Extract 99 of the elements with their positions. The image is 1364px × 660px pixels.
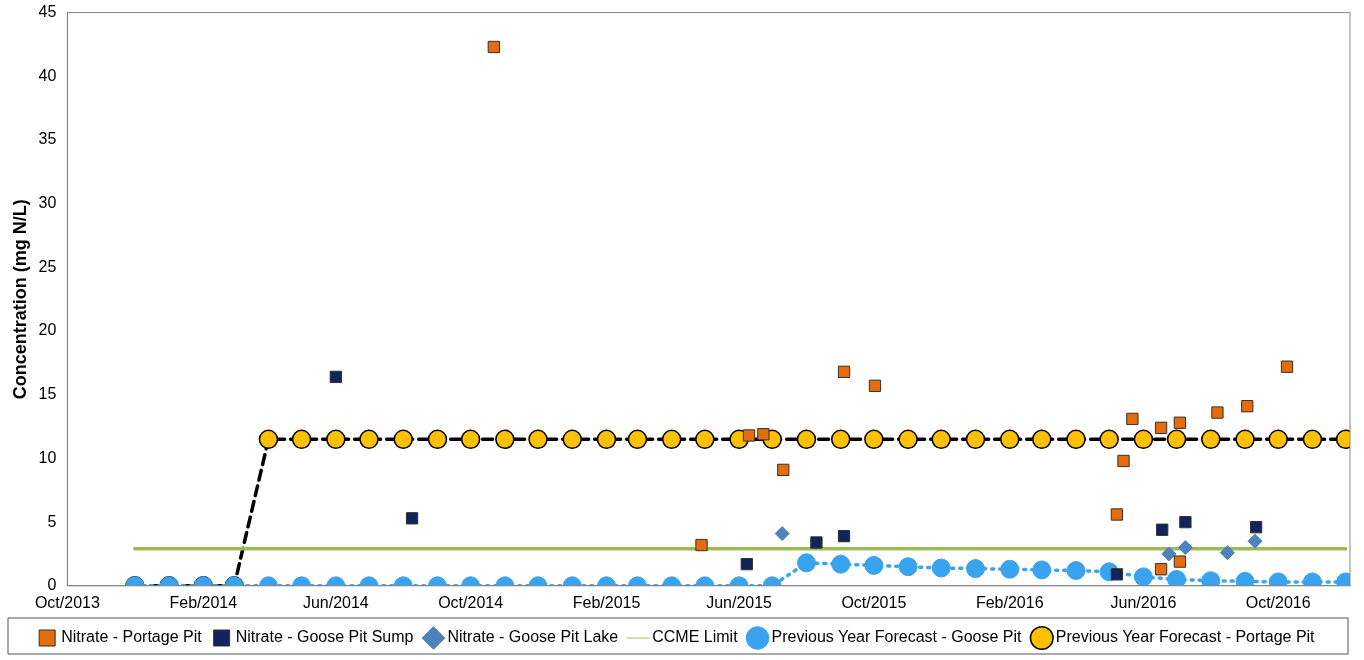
point: [757, 428, 770, 441]
point: [864, 555, 884, 575]
point: [393, 429, 413, 450]
y-tick-label: 25: [38, 257, 57, 275]
point: [1154, 421, 1168, 435]
point: [740, 557, 753, 571]
point: [965, 559, 985, 579]
point: [661, 429, 682, 450]
point: [931, 429, 951, 450]
point: [1161, 546, 1177, 562]
point: [460, 429, 481, 450]
point: [810, 536, 823, 549]
x-tick-label: Feb/2015: [572, 593, 641, 611]
point: [1280, 360, 1294, 373]
point: [1099, 429, 1119, 450]
point: [695, 538, 708, 552]
point: [774, 526, 790, 542]
point: [898, 557, 918, 577]
point: [742, 429, 756, 442]
x-tick-label: Feb/2016: [975, 593, 1044, 611]
point: [1302, 429, 1323, 450]
y-tick-label: 35: [38, 130, 57, 148]
point: [291, 429, 312, 450]
legend-label: Previous Year Forecast - Goose Pit: [771, 628, 1023, 646]
point: [596, 429, 617, 450]
x-tick-label: Feb/2014: [169, 593, 238, 611]
legend-label: Nitrate - Goose Pit Sump: [235, 628, 414, 646]
point: [931, 558, 951, 578]
x-tick-label: Oct/2013: [34, 593, 100, 611]
point: [864, 429, 884, 450]
point: [999, 429, 1020, 450]
y-tick-label: 0: [47, 576, 57, 594]
point: [830, 429, 851, 450]
point: [868, 379, 882, 392]
legend-label: Nitrate - Portage Pit: [61, 628, 203, 646]
point: [1110, 568, 1124, 581]
point: [1117, 454, 1130, 468]
point: [695, 429, 715, 450]
point: [1173, 555, 1187, 568]
x-tick-label: Jun/2014: [302, 593, 369, 611]
y-tick-label: 10: [38, 448, 57, 466]
point: [405, 512, 419, 525]
point: [796, 429, 817, 450]
point: [495, 429, 515, 450]
point: [1066, 429, 1086, 450]
y-tick-label: 45: [38, 3, 57, 21]
point: [359, 429, 379, 450]
y-tick-label: 20: [38, 321, 57, 339]
point: [837, 365, 851, 378]
point: [1066, 561, 1086, 581]
point: [1110, 508, 1124, 521]
point: [1211, 406, 1224, 419]
point: [1156, 523, 1169, 536]
point: [1249, 521, 1263, 534]
point: [965, 429, 986, 450]
legend-label: CCME Limit: [652, 628, 739, 646]
y-axis-title: Concentration (mg N/L): [9, 199, 30, 400]
point: [1166, 429, 1187, 450]
y-tick-label: 5: [47, 512, 57, 530]
point: [1032, 560, 1052, 580]
point: [1133, 567, 1153, 586]
point: [796, 553, 816, 573]
x-tick-label: Jun/2016: [1110, 593, 1177, 611]
point: [1241, 400, 1254, 413]
x-tick-label: Jun/2015: [706, 593, 773, 611]
x-tick-label: Oct/2015: [841, 593, 907, 611]
point: [258, 429, 279, 450]
point: [831, 554, 851, 574]
point: [1154, 563, 1168, 576]
x-tick-label: Oct/2014: [438, 593, 504, 611]
point: [1133, 429, 1154, 450]
point: [326, 429, 346, 450]
point: [898, 429, 918, 450]
point: [1219, 545, 1235, 561]
point: [1173, 416, 1187, 429]
point: [329, 370, 343, 384]
point: [1000, 559, 1020, 579]
point: [427, 429, 448, 450]
point: [627, 429, 648, 450]
point: [562, 429, 583, 450]
point: [837, 529, 851, 543]
legend-label: Previous Year Forecast - Portage Pit: [1055, 628, 1316, 646]
point: [1032, 429, 1052, 450]
legend-label: Nitrate - Goose Pit Lake: [447, 628, 619, 646]
point: [528, 429, 548, 450]
point: [1167, 569, 1187, 586]
point: [1177, 540, 1193, 556]
y-tick-label: 40: [38, 66, 57, 84]
y-tick-label: 30: [38, 194, 57, 212]
y-tick-label: 15: [38, 385, 57, 403]
point: [1235, 429, 1255, 450]
point: [487, 40, 500, 54]
point: [1201, 429, 1221, 450]
point: [777, 463, 790, 477]
point: [1179, 515, 1192, 529]
x-tick-label: Oct/2016: [1245, 593, 1311, 611]
point: [1247, 533, 1263, 549]
point: [1268, 429, 1288, 450]
point: [1126, 412, 1139, 426]
